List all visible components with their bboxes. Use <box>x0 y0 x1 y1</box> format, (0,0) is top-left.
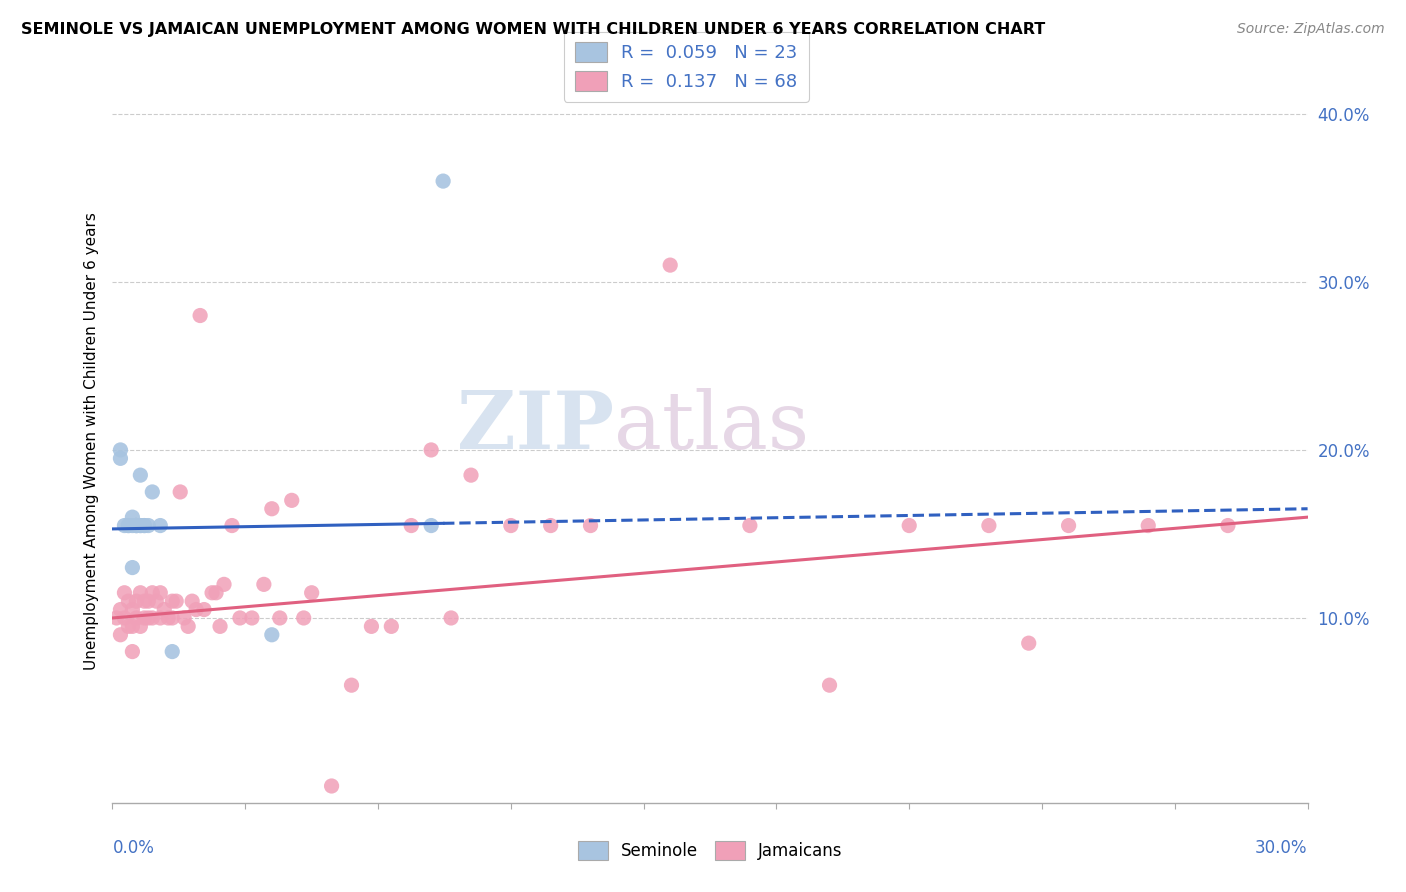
Point <box>212 577 235 591</box>
Point <box>110 442 132 457</box>
Point <box>117 594 139 608</box>
Point <box>110 451 132 466</box>
Point <box>420 518 443 533</box>
Point <box>579 518 602 533</box>
Point <box>432 174 454 188</box>
Point <box>177 619 200 633</box>
Point <box>153 602 176 616</box>
Point <box>117 619 139 633</box>
Point <box>121 510 143 524</box>
Point <box>134 594 156 608</box>
Text: 30.0%: 30.0% <box>1256 839 1308 857</box>
Point <box>540 518 562 533</box>
Point <box>114 586 135 600</box>
Point <box>188 309 211 323</box>
Point <box>138 594 160 608</box>
Point <box>401 518 423 533</box>
Point <box>145 594 167 608</box>
Point <box>121 619 143 633</box>
Point <box>165 594 187 608</box>
Point <box>110 602 132 616</box>
Point <box>253 577 276 591</box>
Point <box>162 611 183 625</box>
Point <box>149 611 172 625</box>
Point <box>460 468 482 483</box>
Point <box>121 644 143 658</box>
Point <box>301 586 323 600</box>
Point <box>1216 518 1239 533</box>
Point <box>141 611 163 625</box>
Point <box>141 485 163 500</box>
Legend: Seminole, Jamaicans: Seminole, Jamaicans <box>571 835 849 867</box>
Point <box>321 779 343 793</box>
Point <box>269 611 291 625</box>
Point <box>977 518 1000 533</box>
Point <box>129 518 152 533</box>
Point <box>380 619 402 633</box>
Point <box>420 442 443 457</box>
Point <box>240 611 263 625</box>
Point <box>738 518 761 533</box>
Point <box>134 518 156 533</box>
Point <box>173 611 195 625</box>
Point <box>818 678 841 692</box>
Point <box>110 628 132 642</box>
Point <box>205 586 228 600</box>
Point <box>134 518 156 533</box>
Point <box>121 602 143 616</box>
Text: SEMINOLE VS JAMAICAN UNEMPLOYMENT AMONG WOMEN WITH CHILDREN UNDER 6 YEARS CORREL: SEMINOLE VS JAMAICAN UNEMPLOYMENT AMONG … <box>21 22 1045 37</box>
Point <box>157 611 180 625</box>
Point <box>659 258 682 272</box>
Point <box>121 518 143 533</box>
Point <box>209 619 232 633</box>
Point <box>149 586 172 600</box>
Point <box>260 628 283 642</box>
Point <box>260 501 283 516</box>
Point <box>114 611 135 625</box>
Point <box>117 518 139 533</box>
Point <box>129 468 152 483</box>
Point <box>129 586 152 600</box>
Point <box>129 518 152 533</box>
Point <box>281 493 304 508</box>
Point <box>162 644 183 658</box>
Point <box>340 678 363 692</box>
Point <box>201 586 224 600</box>
Point <box>125 518 148 533</box>
Point <box>898 518 921 533</box>
Point <box>186 602 208 616</box>
Point <box>114 518 135 533</box>
Point <box>117 518 139 533</box>
Point <box>193 602 215 616</box>
Point <box>292 611 315 625</box>
Point <box>125 518 148 533</box>
Text: atlas: atlas <box>614 388 810 467</box>
Point <box>1057 518 1080 533</box>
Point <box>125 518 148 533</box>
Point <box>149 518 172 533</box>
Point <box>138 611 160 625</box>
Point <box>129 619 152 633</box>
Text: ZIP: ZIP <box>457 388 614 467</box>
Point <box>134 611 156 625</box>
Point <box>141 586 163 600</box>
Point <box>162 594 183 608</box>
Text: 0.0%: 0.0% <box>112 839 155 857</box>
Y-axis label: Unemployment Among Women with Children Under 6 years: Unemployment Among Women with Children U… <box>83 212 98 671</box>
Point <box>1018 636 1040 650</box>
Point <box>440 611 463 625</box>
Point <box>181 594 204 608</box>
Point <box>169 485 191 500</box>
Point <box>1137 518 1160 533</box>
Point <box>138 518 160 533</box>
Point <box>499 518 522 533</box>
Point <box>360 619 382 633</box>
Point <box>125 611 148 625</box>
Point <box>125 594 148 608</box>
Point <box>229 611 252 625</box>
Point <box>221 518 243 533</box>
Text: Source: ZipAtlas.com: Source: ZipAtlas.com <box>1237 22 1385 37</box>
Point <box>121 560 143 574</box>
Point <box>105 611 128 625</box>
